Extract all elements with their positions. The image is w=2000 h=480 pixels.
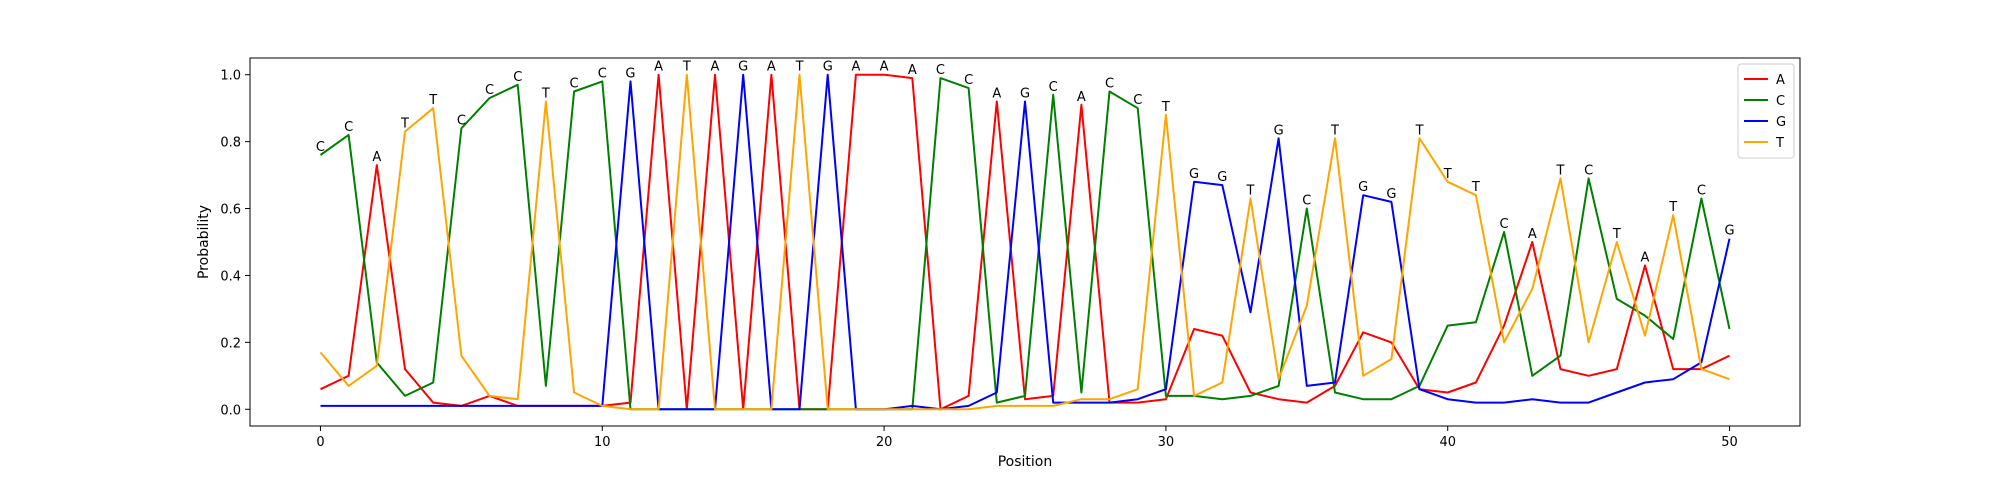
base-label: T	[541, 86, 550, 101]
base-label: T	[682, 60, 691, 75]
base-label: C	[1697, 184, 1706, 199]
base-label: T	[1555, 163, 1564, 178]
base-label: A	[711, 60, 720, 75]
base-label: T	[1245, 184, 1254, 199]
base-label: T	[1668, 200, 1677, 215]
base-label: G	[1358, 180, 1368, 195]
legend-label-t: T	[1775, 136, 1784, 151]
base-label: G	[1274, 123, 1284, 138]
base-label: T	[1471, 180, 1480, 195]
base-label: A	[880, 60, 889, 75]
base-label: T	[1443, 167, 1452, 182]
base-label: T	[1415, 123, 1424, 138]
legend-box	[1737, 63, 1795, 159]
series-line-g	[320, 73, 1731, 411]
series-line-c	[319, 77, 1731, 411]
base-label: C	[344, 120, 353, 135]
base-label: A	[992, 86, 1001, 101]
base-label: A	[851, 60, 860, 75]
base-label: A	[767, 60, 776, 75]
base-label: C	[964, 73, 973, 88]
y-tick-label: 0.6	[220, 203, 241, 218]
base-label: G	[738, 60, 748, 75]
base-label: T	[795, 60, 804, 75]
series-line-t	[319, 73, 1730, 411]
x-tick-label: 40	[1439, 435, 1456, 450]
base-label: G	[1020, 86, 1030, 101]
legend-label-c: C	[1776, 94, 1785, 109]
y-tick-label: 0.0	[220, 403, 241, 418]
base-label: C	[1584, 163, 1593, 178]
base-label: C	[570, 76, 579, 91]
base-label: A	[1641, 250, 1650, 265]
base-label: T	[1161, 100, 1170, 115]
base-label: G	[625, 66, 635, 81]
base-label: G	[1386, 187, 1396, 202]
plot-frame	[249, 57, 1801, 427]
base-label: C	[1302, 194, 1311, 209]
y-axis-label: Probability	[196, 205, 212, 279]
y-tick-label: 1.0	[220, 69, 241, 84]
base-label: T	[1612, 227, 1621, 242]
base-label: T	[1330, 123, 1339, 138]
axis-ticks: 0 10 20 30 40 50 0.0 0.2 0.4 0.6 0.8 1.0	[220, 69, 1738, 450]
base-label: A	[1077, 90, 1086, 105]
x-tick-label: 0	[316, 435, 324, 450]
x-tick-label: 50	[1721, 435, 1738, 450]
base-label: T	[400, 117, 409, 132]
base-label: A	[654, 60, 663, 75]
x-tick-label: 20	[876, 435, 893, 450]
base-label: C	[457, 113, 466, 128]
legend-label-g: G	[1776, 115, 1786, 130]
base-label: T	[428, 93, 437, 108]
base-label: A	[908, 63, 917, 78]
y-tick-label: 0.8	[220, 136, 241, 151]
base-labels: C C A T T C C C T C C G A T A G A T G A A A C C A G C A C C T G G T G C T G G T…	[316, 60, 1735, 266]
x-tick-label: 30	[1158, 435, 1175, 450]
base-label: C	[598, 66, 607, 81]
series-lines	[319, 73, 1731, 411]
base-label: A	[1528, 227, 1537, 242]
base-label: C	[1049, 80, 1058, 95]
base-label: C	[485, 83, 494, 98]
base-label: G	[1217, 170, 1227, 185]
x-axis-label: Position	[998, 454, 1053, 470]
base-label: G	[1725, 224, 1735, 239]
base-label: G	[1189, 167, 1199, 182]
base-label: C	[316, 140, 325, 155]
legend-label-a: A	[1776, 73, 1785, 88]
base-label: C	[1105, 76, 1114, 91]
base-label: C	[1500, 217, 1509, 232]
y-tick-label: 0.4	[220, 269, 241, 284]
x-tick-label: 10	[594, 435, 611, 450]
base-label: C	[936, 63, 945, 78]
y-tick-label: 0.2	[220, 336, 241, 351]
base-label: G	[823, 60, 833, 75]
base-label: C	[513, 70, 522, 85]
base-label: A	[372, 150, 381, 165]
base-label: C	[1133, 93, 1142, 108]
